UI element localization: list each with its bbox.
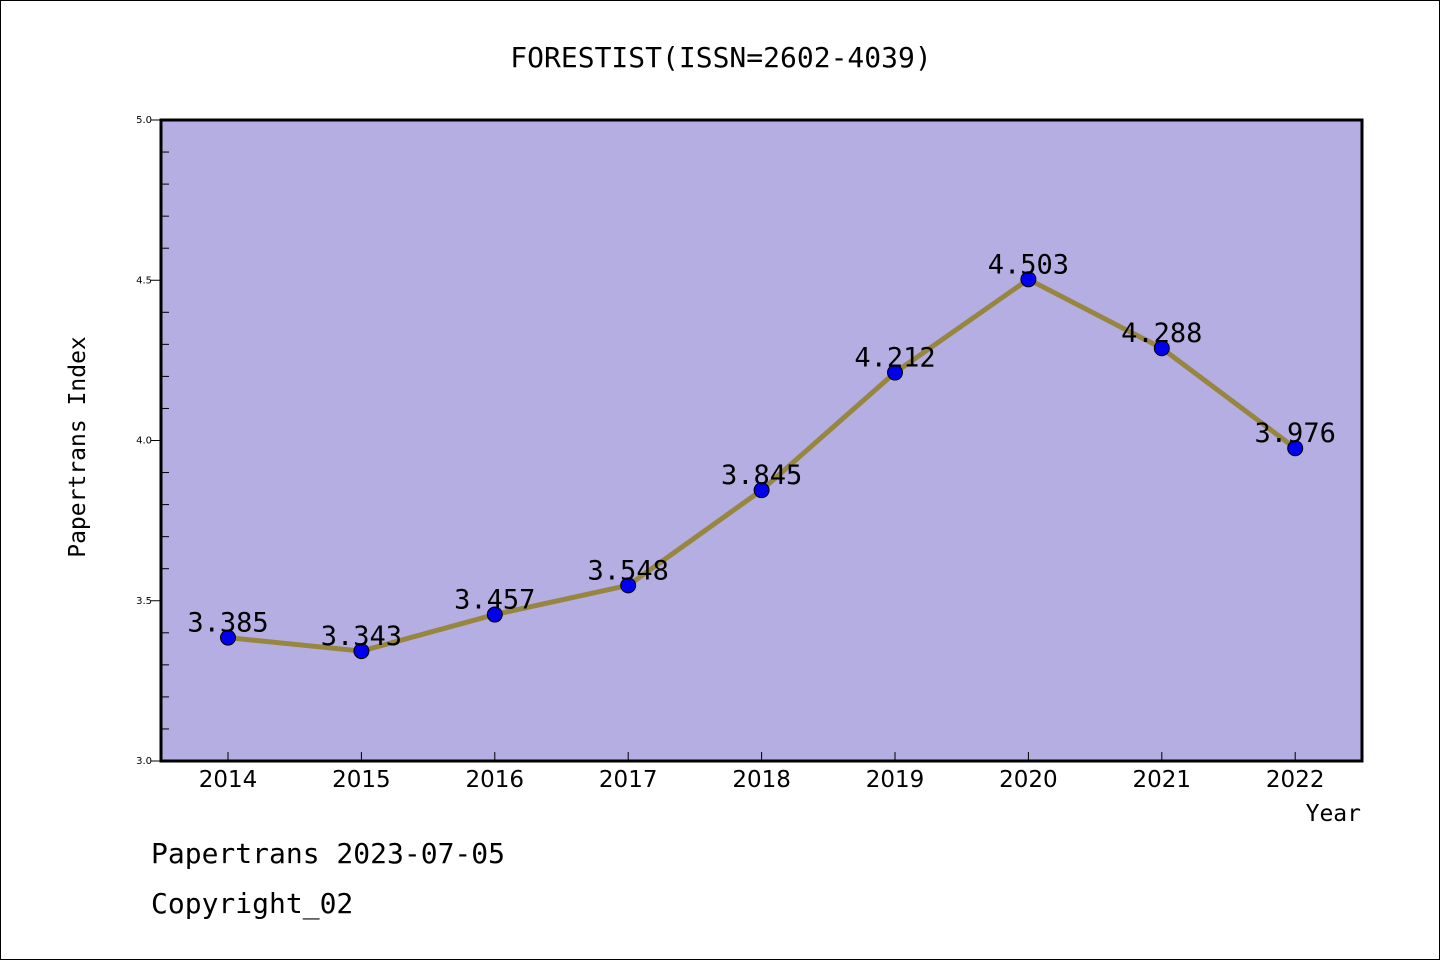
plot-area [159, 118, 1364, 763]
data-point [1153, 340, 1170, 357]
y-tick-label: 4.0 [136, 436, 152, 447]
x-tick-label: 2017 [599, 767, 658, 793]
data-point [753, 482, 770, 499]
y-tick-label: 3.5 [136, 596, 152, 607]
x-axis-label: Year [1306, 801, 1361, 827]
data-label: 3.457 [454, 585, 535, 616]
data-label: 3.343 [321, 621, 402, 652]
y-tick-label: 5.0 [136, 115, 152, 126]
data-label: 3.845 [721, 460, 802, 491]
x-tick-label: 2014 [199, 767, 258, 793]
data-point [353, 643, 370, 660]
chart-title: FORESTIST(ISSN=2602-4039) [510, 41, 931, 74]
plot-area-group [159, 118, 1364, 763]
data-point [220, 629, 236, 646]
y-axis-label: Papertrans Index [65, 336, 91, 558]
data-point [887, 364, 903, 381]
data-label: 3.385 [187, 608, 268, 639]
data-point [486, 606, 503, 623]
x-tick-label: 2016 [466, 767, 525, 793]
footer-copyright: Copyright_02 [151, 887, 354, 920]
data-labels-group: 3.385 3.343 3.457 3.548 3.845 4.212 4.503 4.288… [187, 249, 1335, 652]
data-points-group [220, 271, 1304, 660]
axis-text-group: FORESTIST(ISSN=2602-4039) Papertrans Ind… [65, 41, 1361, 827]
data-label: 4.288 [1121, 318, 1202, 349]
y-tick-label: 4.5 [136, 275, 152, 286]
data-point [1287, 440, 1304, 457]
data-point [1020, 271, 1037, 288]
x-tick-label: 2019 [866, 767, 925, 793]
x-tick-label: 2021 [1133, 767, 1192, 793]
data-label: 3.976 [1255, 418, 1336, 449]
x-tick-label: 2022 [1266, 767, 1325, 793]
data-label: 4.503 [988, 249, 1069, 280]
footer-source-date: Papertrans 2023-07-05 [151, 837, 506, 870]
y-tick-label: 3.0 [136, 756, 152, 767]
x-tick-label: 2015 [332, 767, 391, 793]
data-label: 4.212 [854, 343, 935, 374]
data-point [620, 577, 637, 594]
x-tick-label: 2018 [732, 767, 791, 793]
axis-ticks-group: 3.0 3.5 4.0 4.5 5.0 2014 2015 2016 2017 2018 2019 2… [136, 115, 1324, 793]
data-label: 3.548 [588, 555, 669, 586]
x-tick-label: 2020 [999, 767, 1058, 793]
